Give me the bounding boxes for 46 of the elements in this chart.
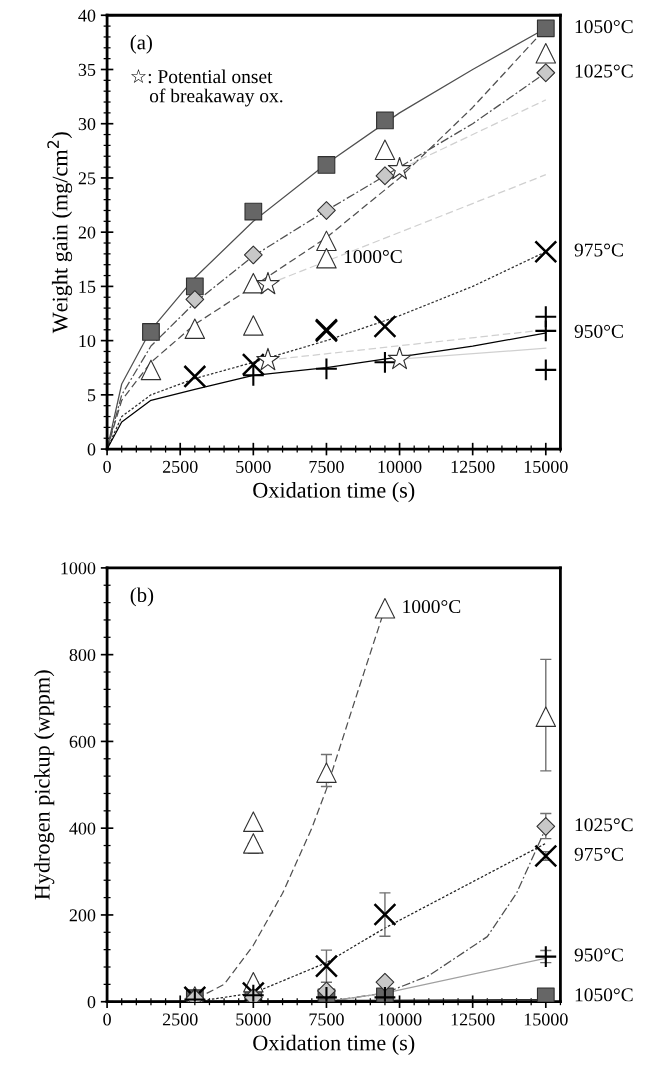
x-axis-title: Oxidation time (s) — [253, 1034, 415, 1055]
y-tick-label: 20 — [78, 226, 96, 239]
x-tick-label: 15000 — [524, 1013, 568, 1026]
annotation: (a) — [130, 34, 152, 54]
series-label: 1025°C — [575, 818, 633, 832]
series-label: 975°C — [574, 243, 623, 257]
series-label: 950°C — [574, 324, 623, 338]
y-axis-title: Weight gain (mg/cm$^{2}$) — [47, 132, 73, 334]
x-tick-label: 0 — [103, 460, 111, 473]
annotation: 1000°C — [344, 249, 402, 264]
y-tick-label: 30 — [78, 117, 96, 131]
x-axis-title: Oxidation time (s) — [253, 482, 415, 503]
y-tick-label: 15 — [79, 280, 96, 293]
y-tick-label: 25 — [78, 172, 96, 185]
series-label: 1025°C — [575, 64, 633, 78]
y-axis-title: Hydrogen pickup (wppm) — [34, 670, 55, 900]
x-tick-label: 12500 — [451, 460, 495, 473]
y-tick-label: 35 — [78, 63, 96, 76]
y-tick-label: 200 — [69, 909, 96, 922]
series-label: 1050°C — [575, 988, 633, 1002]
series-label: 950°C — [574, 948, 623, 962]
series-label: 1050°C — [575, 20, 633, 34]
x-tick-label: 7500 — [309, 460, 344, 473]
y-tick-label: 400 — [69, 822, 96, 835]
x-tick-label: 5000 — [236, 460, 271, 473]
y-tick-label: 600 — [69, 735, 96, 748]
annotation: (b) — [130, 587, 154, 607]
x-tick-label: 0 — [103, 1013, 111, 1026]
y-tick-label: 40 — [78, 9, 96, 22]
x-tick-label: 2500 — [162, 460, 198, 473]
x-tick-label: 2500 — [162, 1013, 198, 1026]
y-tick-label: 800 — [69, 648, 96, 662]
x-tick-label: 7500 — [309, 1013, 344, 1026]
y-tick-label: 1000 — [61, 562, 96, 575]
series-label: 975°C — [574, 847, 623, 861]
x-tick-label: 15000 — [524, 460, 568, 473]
annotation: 1000°C — [403, 599, 461, 614]
y-tick-label: 5 — [88, 389, 96, 402]
x-tick-label: 12500 — [451, 1013, 495, 1026]
x-tick-label: 5000 — [236, 1013, 271, 1026]
x-tick-label: 10000 — [378, 1013, 422, 1026]
y-tick-label: 0 — [87, 995, 96, 1009]
y-tick-label: 0 — [87, 443, 96, 456]
annotation: ☆: Potential onset of breakaway ox. — [131, 68, 283, 107]
y-tick-label: 10 — [79, 334, 96, 348]
x-tick-label: 10000 — [378, 460, 422, 473]
